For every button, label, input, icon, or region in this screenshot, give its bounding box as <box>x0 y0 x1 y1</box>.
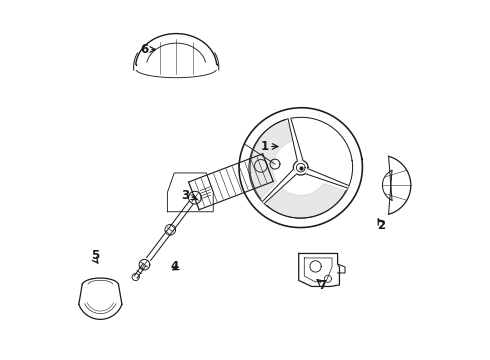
Text: 2: 2 <box>377 219 385 232</box>
Text: 6: 6 <box>140 43 148 56</box>
Text: 5: 5 <box>91 249 99 262</box>
Polygon shape <box>267 184 346 218</box>
Polygon shape <box>288 118 303 161</box>
Text: 3: 3 <box>181 189 189 202</box>
Polygon shape <box>306 169 348 188</box>
Polygon shape <box>250 120 296 199</box>
Text: 1: 1 <box>260 140 269 153</box>
Text: 4: 4 <box>171 260 178 273</box>
Text: 7: 7 <box>318 279 327 292</box>
Polygon shape <box>263 170 296 203</box>
